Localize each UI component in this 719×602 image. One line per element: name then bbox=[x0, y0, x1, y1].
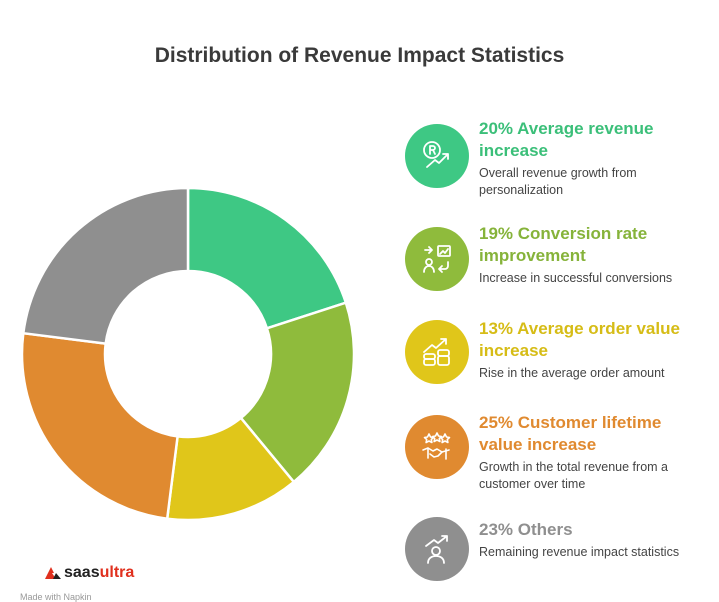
brand-name-ultra: ultra bbox=[99, 564, 135, 581]
donut-slice-customer-lifetime-value-increase bbox=[20, 331, 179, 521]
brand-logo: saas ultra bbox=[44, 564, 134, 582]
legend-badge-conversion bbox=[405, 227, 469, 291]
coins-growth-icon bbox=[423, 338, 450, 366]
legend-heading-lifetime-value: 25% Customer lifetime value increase bbox=[479, 413, 662, 454]
handshake-stars-icon bbox=[422, 432, 451, 460]
legend-heading-conversion: 19% Conversion rate improvement bbox=[479, 224, 648, 265]
revenue-growth-icon bbox=[423, 141, 449, 168]
legend-badge-order-value bbox=[405, 320, 469, 384]
legend-desc-revenue: Overall revenue growth from personalizat… bbox=[479, 166, 637, 197]
legend-desc-order-value: Rise in the average order amount bbox=[479, 366, 665, 380]
donut-slice-conversion-rate-improvement bbox=[239, 301, 356, 484]
chart-title: Distribution of Revenue Impact Statistic… bbox=[154, 44, 565, 67]
person-growth-icon bbox=[425, 535, 448, 564]
legend-heading-order-value: 13% Average order value increase bbox=[479, 319, 680, 360]
donut-slice-others bbox=[21, 186, 190, 345]
legend-badge-lifetime-value bbox=[405, 415, 469, 479]
legend-badge-others bbox=[405, 517, 469, 581]
legend-heading-others: 23% Others bbox=[479, 520, 573, 539]
conversion-icon bbox=[423, 245, 451, 273]
legend-badge-revenue bbox=[405, 124, 469, 188]
legend-desc-lifetime-value: Growth in the total revenue from a custo… bbox=[479, 460, 668, 491]
legend-heading-revenue: 20% Average revenue increase bbox=[479, 119, 654, 160]
brand-name-saas: saas bbox=[64, 564, 100, 581]
logo-mark-icon bbox=[45, 567, 61, 579]
legend-desc-others: Remaining revenue impact statistics bbox=[479, 545, 680, 559]
donut-slice-average-revenue-increase bbox=[186, 186, 348, 330]
donut-chart bbox=[20, 186, 356, 522]
made-with-footer: Made with Napkin bbox=[20, 592, 92, 602]
legend-desc-conversion: Increase in successful conversions bbox=[479, 271, 673, 285]
